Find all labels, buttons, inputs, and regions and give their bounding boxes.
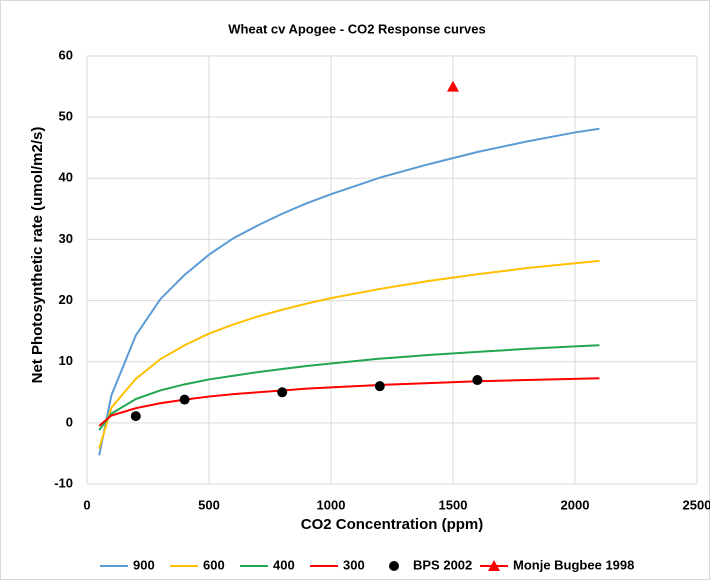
- x-tick-label: 500: [198, 497, 220, 512]
- x-tick-label: 2500: [683, 497, 710, 512]
- legend-item: Monje Bugbee 1998: [480, 557, 634, 572]
- legend-label: 600: [203, 557, 225, 572]
- legend-item: 900: [100, 557, 155, 572]
- y-tick-label: 50: [59, 109, 73, 124]
- series-line: [98, 127, 600, 456]
- y-tick-label: 10: [59, 353, 73, 368]
- x-tick-label: 1000: [317, 497, 346, 512]
- data-point: [130, 411, 141, 422]
- y-axis-label: Net Photosynthetic rate (umol/m2/s): [29, 127, 46, 384]
- y-tick-label: -10: [54, 475, 73, 490]
- legend-item: 300: [310, 557, 365, 572]
- legend-marker: [389, 561, 399, 571]
- data-point: [277, 387, 288, 398]
- legend-label: BPS 2002: [413, 557, 472, 572]
- legend-label: 400: [273, 557, 295, 572]
- legend-marker: [488, 560, 500, 571]
- y-tick-label: 30: [59, 231, 73, 246]
- data-point: [374, 381, 385, 392]
- data-point: [179, 394, 190, 405]
- x-axis-label: CO2 Concentration (ppm): [301, 516, 484, 533]
- x-tick-label: 2000: [561, 497, 590, 512]
- chart-title: Wheat cv Apogee - CO2 Response curves: [228, 21, 485, 36]
- y-tick-label: 0: [66, 414, 73, 429]
- legend-item: 600: [170, 557, 225, 572]
- legend-label: Monje Bugbee 1998: [513, 557, 634, 572]
- x-tick-label: 1500: [439, 497, 468, 512]
- y-tick-label: 40: [59, 170, 73, 185]
- legend-label: 900: [133, 557, 155, 572]
- y-tick-label: 20: [59, 292, 73, 307]
- legend-item: 400: [240, 557, 295, 572]
- y-tick-label: 60: [59, 47, 73, 62]
- x-tick-label: 0: [83, 497, 90, 512]
- series-line: [98, 344, 600, 431]
- series-line: [98, 259, 600, 449]
- legend-label: 300: [343, 557, 365, 572]
- data-point: [472, 375, 483, 386]
- legend-item: BPS 2002: [389, 557, 472, 572]
- data-point: [447, 80, 459, 92]
